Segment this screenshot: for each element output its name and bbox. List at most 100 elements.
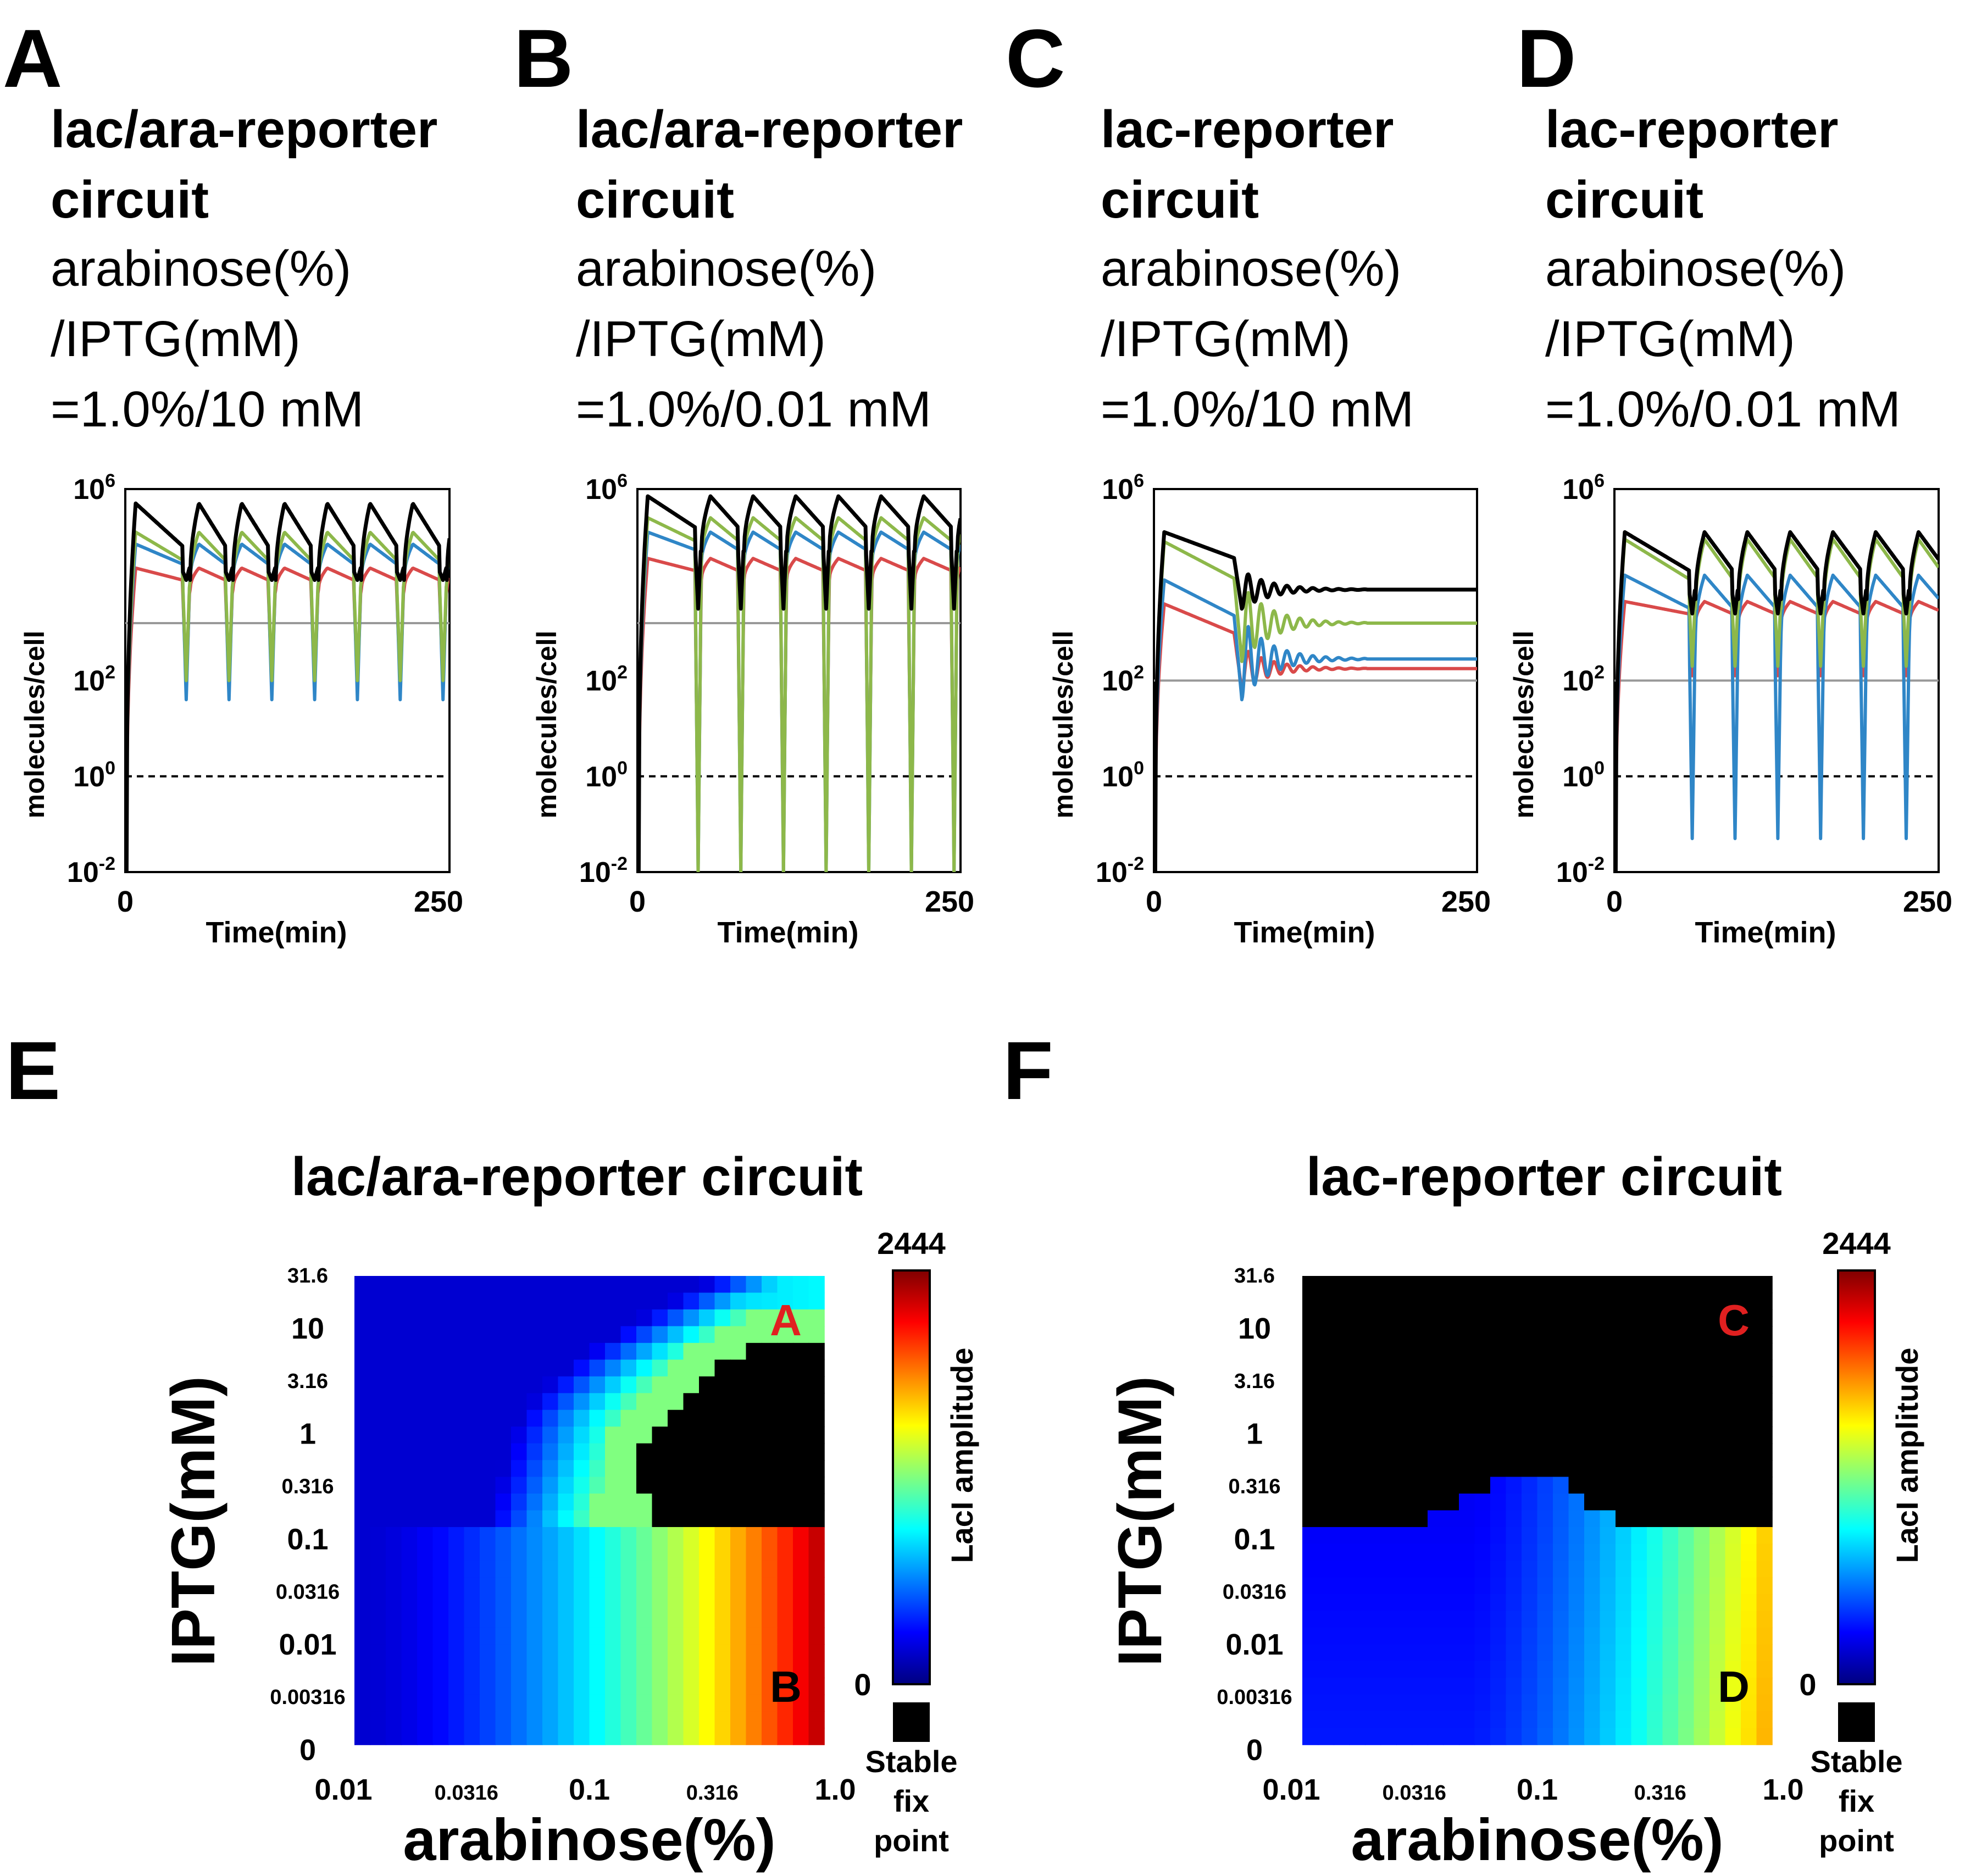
heatmap-cell [714,1527,731,1545]
heatmap-cell [480,1494,496,1511]
heatmap-cell [793,1494,809,1511]
heatmap-cell [558,1678,574,1695]
heatmap-cell [1380,1326,1397,1344]
heatmap-cell [1725,1560,1741,1578]
heatmap-cell [636,1359,653,1377]
heatmap-cell [1725,1359,1741,1377]
heatmap-cell [448,1611,465,1628]
heatmap-cell [762,1276,778,1294]
heatmap-cell [605,1694,621,1712]
heatmap-cell [574,1577,590,1595]
heatmap-cell [511,1544,528,1561]
heatmap-cell [1318,1309,1334,1327]
heatmap-cell [401,1544,418,1561]
heatmap-cell [1380,1661,1397,1678]
heatmap-cell [1725,1694,1741,1712]
heatmap-cell [746,1644,762,1662]
heatmap-cell [480,1460,496,1478]
heatmap-cell [777,1510,793,1528]
heatmap-cell [1694,1276,1710,1294]
heatmap-cell [1522,1728,1538,1745]
heatmap-cell [605,1577,621,1595]
heatmap-cell [683,1594,700,1612]
heatmap-cell [574,1443,590,1461]
heatmap-cell [1318,1510,1334,1528]
heatmap-cell [464,1611,480,1628]
heatmap-cell [699,1527,715,1545]
panel-condition: =1.0%/10 mM [51,381,364,437]
heatmap-cell [1474,1661,1491,1678]
heatmap-cell [574,1477,590,1494]
heatmap-cell [370,1728,386,1745]
heatmap-cell [417,1494,434,1511]
heatmap-cell [1647,1661,1663,1678]
panel-title: circuit [1101,170,1259,229]
heatmap-cell [1474,1276,1491,1294]
heatmap-cell [1349,1443,1365,1461]
heatmap-cell [1616,1627,1632,1645]
heatmap-cell [636,1694,653,1712]
x-tick-label: 250 [925,885,974,918]
heatmap-cell [542,1443,559,1461]
heatmap-cell [1522,1477,1538,1494]
heatmap-cell [714,1494,731,1511]
heatmap-cell [511,1359,528,1377]
heatmap-cell [1443,1560,1459,1578]
heatmap-cell [746,1678,762,1695]
heatmap-cell [1302,1644,1319,1662]
heatmap-cell [1756,1359,1773,1377]
heatmap-cell [1568,1494,1585,1511]
heatmap-cell [1631,1292,1647,1310]
heatmap-cell [652,1594,668,1612]
heatmap-cell [730,1611,747,1628]
heatmap-cell [401,1427,418,1444]
heatmap-cell [1631,1276,1647,1294]
heatmap-cell [464,1627,480,1645]
y-tick-label: 3.16 [1234,1370,1275,1393]
heatmap-cell [1678,1594,1695,1612]
heatmap-cell [480,1644,496,1662]
heatmap-cell [605,1477,621,1494]
heatmap-cell [480,1560,496,1578]
heatmap-cell [401,1359,418,1377]
heatmap-cell [1349,1544,1365,1561]
heatmap-cell [1709,1627,1726,1645]
heatmap-cell [386,1544,402,1561]
heatmap-cell [511,1694,528,1712]
heatmap-cell [401,1376,418,1394]
heatmap-cell [589,1326,606,1344]
heatmap-cell [1537,1694,1553,1712]
heatmap-cell [464,1409,480,1427]
heatmap-cell [683,1359,700,1377]
heatmap-cell [1741,1644,1757,1662]
colorbar-max-label: 2444 [1822,1226,1891,1261]
heatmap-cell [480,1577,496,1595]
heatmap-cell [1522,1342,1538,1361]
heatmap-cell [1459,1627,1475,1645]
heatmap-cell [714,1342,731,1361]
heatmap-cell [432,1460,449,1478]
heatmap-cell [1631,1711,1647,1729]
heatmap-cell [480,1544,496,1561]
heatmap-cell [1318,1393,1334,1411]
heatmap-cell [1443,1711,1459,1729]
heatmap-cell [1584,1661,1601,1678]
heatmap-cell [1459,1678,1475,1695]
heatmap-cell [1600,1477,1616,1494]
heatmap-cell [1709,1711,1726,1729]
heatmap-cell [386,1694,402,1712]
heatmap-cell [526,1661,543,1678]
heatmap-cell [1662,1427,1679,1444]
heatmap-cell [432,1678,449,1695]
heatmap-cell [574,1309,590,1327]
heatmap-cell [417,1644,434,1662]
heatmap-cell [1709,1577,1726,1595]
heatmap-cell [448,1544,465,1561]
heatmap-cell [1553,1694,1569,1712]
heatmap-cell [714,1376,731,1394]
heatmap-cell [1678,1627,1695,1645]
y-tick-label: 0.0316 [1223,1580,1286,1603]
heatmap-cell [526,1678,543,1695]
heatmap-cell [699,1560,715,1578]
heatmap-cell [683,1577,700,1595]
